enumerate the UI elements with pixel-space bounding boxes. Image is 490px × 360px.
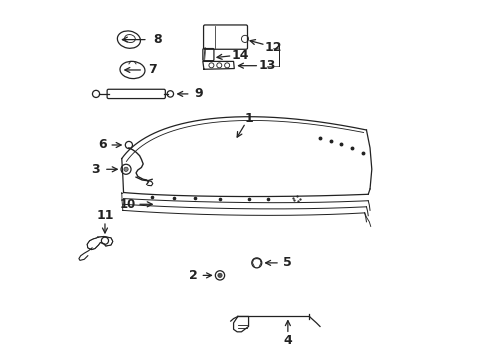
Text: 5: 5 <box>283 256 292 269</box>
Text: 12: 12 <box>264 41 282 54</box>
Circle shape <box>218 273 222 278</box>
Text: 4: 4 <box>284 333 292 347</box>
Text: 11: 11 <box>96 209 114 222</box>
Circle shape <box>124 167 128 171</box>
Text: 10: 10 <box>120 198 136 211</box>
Text: 7: 7 <box>148 63 156 76</box>
Text: 13: 13 <box>258 59 276 72</box>
Text: 6: 6 <box>98 139 106 152</box>
Text: 14: 14 <box>232 49 249 62</box>
Text: 1: 1 <box>244 112 253 125</box>
Text: 8: 8 <box>153 33 162 46</box>
Text: 2: 2 <box>189 269 197 282</box>
Text: 3: 3 <box>91 163 100 176</box>
Text: 9: 9 <box>194 87 203 100</box>
